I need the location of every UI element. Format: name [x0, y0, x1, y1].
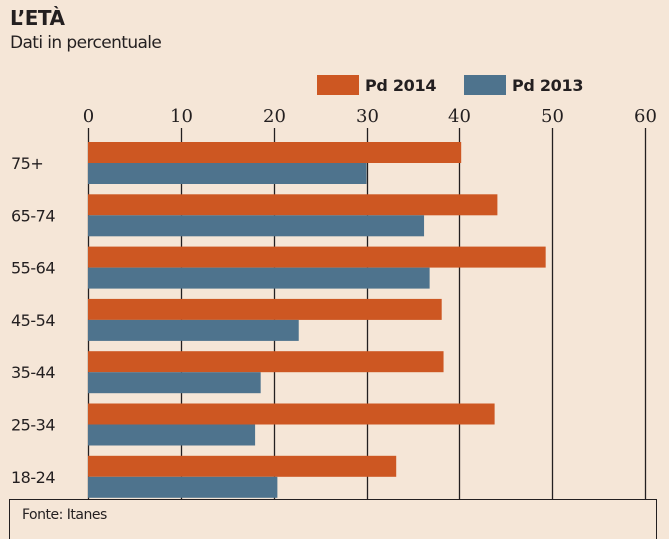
category-label-25-34: 25-34 [11, 416, 55, 435]
bar-pd-2014-18-24 [88, 455, 397, 477]
bar-pd-2013-25-34 [88, 424, 256, 446]
bar-pd-2013-45-54 [88, 319, 299, 341]
bar-pd-2014-45-54 [88, 298, 442, 320]
legend-swatch-pd-2014 [317, 75, 359, 95]
category-label-45-54: 45-54 [11, 311, 55, 330]
legend-swatch-pd-2013 [464, 75, 506, 95]
chart-title: L’ETÀ [10, 6, 65, 30]
bar-pd-2013-35-44 [88, 372, 261, 394]
x-tick-label-20: 20 [263, 106, 286, 127]
legend-item-pd-2014: Pd 2014 [317, 75, 436, 95]
bar-pd-2013-55-64 [88, 267, 430, 289]
x-tick-label-50: 50 [541, 106, 564, 127]
legend-label-pd-2014: Pd 2014 [365, 75, 437, 95]
bar-pd-2013-75+ [88, 163, 367, 184]
category-label-75+: 75+ [11, 154, 43, 173]
x-tick-label-30: 30 [356, 106, 379, 127]
x-tick-label-0: 0 [83, 106, 94, 127]
bar-pd-2013-18-24 [88, 476, 278, 498]
bar-pd-2014-55-64 [88, 246, 546, 268]
legend-item-pd-2013: Pd 2013 [464, 75, 583, 95]
source-text: Fonte: Itanes [22, 507, 107, 523]
category-label-18-24: 18-24 [11, 468, 55, 487]
x-tick-label-40: 40 [448, 106, 471, 127]
source-box: Fonte: Itanes [9, 499, 657, 539]
bar-pd-2013-65-74 [88, 215, 425, 237]
x-tick-label-10: 10 [170, 106, 193, 127]
category-label-35-44: 35-44 [11, 363, 55, 382]
bar-pd-2014-25-34 [88, 403, 495, 425]
x-tick-label-60: 60 [634, 106, 657, 127]
category-label-55-64: 55-64 [11, 259, 55, 278]
bar-pd-2014-75+ [88, 142, 462, 163]
legend-label-pd-2013: Pd 2013 [512, 75, 584, 95]
bar-pd-2014-35-44 [88, 351, 444, 373]
category-label-65-74: 65-74 [11, 206, 55, 225]
bar-pd-2014-65-74 [88, 194, 498, 216]
chart-subtitle: Dati in percentuale [10, 33, 162, 53]
